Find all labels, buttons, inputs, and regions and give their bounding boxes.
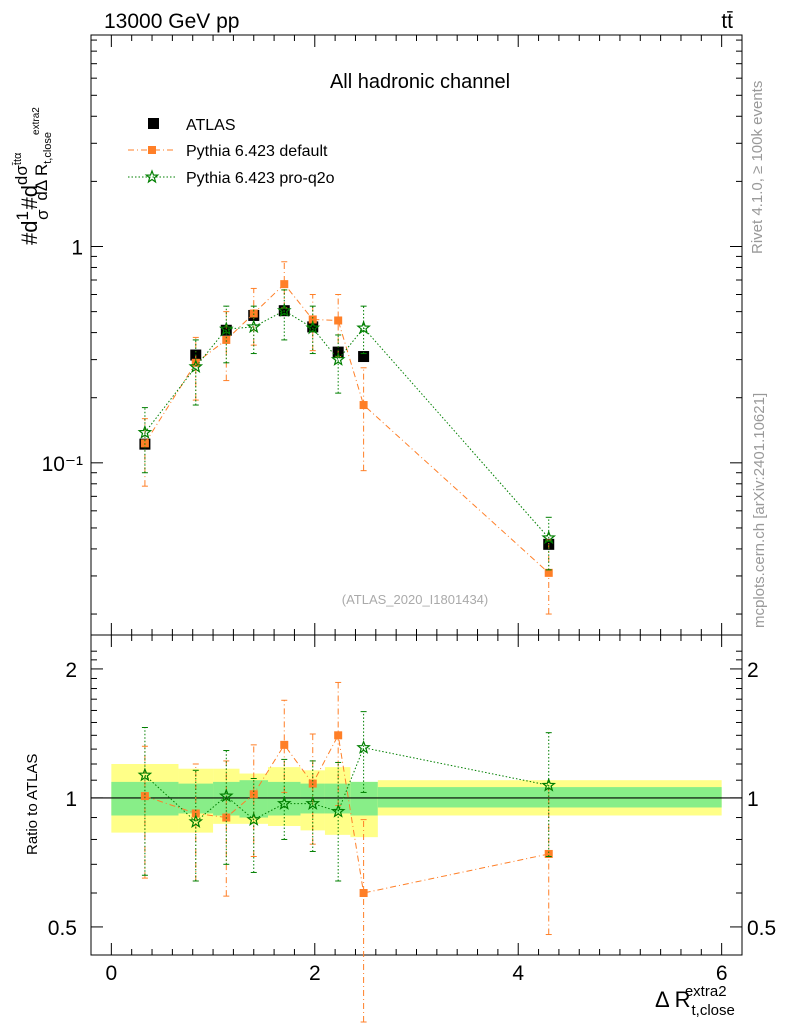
default-point — [359, 401, 368, 410]
pro-q2o-point — [305, 320, 321, 335]
default-point — [280, 280, 289, 289]
mcplots-label: mcplots.cern.ch [arXiv:2401.10621] — [751, 393, 768, 628]
ratio-default-point — [544, 849, 553, 858]
main-ytick-labels: 1 10⁻¹ — [42, 237, 83, 476]
energy-label: 13000 GeV pp — [104, 10, 239, 33]
xtick-label: 6 — [716, 962, 728, 985]
main-ytick-label: 1 — [71, 237, 83, 260]
ratio-series — [137, 681, 557, 1023]
green-band-bin — [350, 781, 378, 816]
atlas-point — [358, 351, 370, 363]
main-ylabel-text: #d1σ#ddσt̄tαdΔ Rt,closeextra2 — [12, 107, 54, 245]
pro-q2o-point — [541, 530, 557, 545]
ratio-pro-q2o-point — [541, 777, 557, 792]
pro-q2o-line — [144, 310, 550, 539]
rivet-version-label: Rivet 4.1.0, ≥ 100k events — [749, 81, 766, 254]
ratio-ytick-labels: 2 2 1 1 0.5 0.5 — [48, 659, 776, 940]
pro-q2o-point — [188, 359, 204, 373]
pro-q2o-point — [356, 320, 371, 335]
ratio-ytick-label-right: 1 — [747, 788, 759, 811]
legend-label-default: Pythia 6.423 default — [186, 143, 328, 160]
main-panel: All hadronic channel (ATLAS_2020_I180143… — [12, 34, 743, 636]
ratio-ylabel: Ratio to ATLAS — [24, 754, 41, 855]
ratio-pro-q2o-point — [188, 813, 204, 829]
pro-q2o-point — [330, 351, 346, 366]
atlas-point — [307, 321, 319, 333]
ratio-panel: 2 2 1 1 0.5 0.5 0 2 4 6 Ratio to ATLAS Δ Rt,clos… — [24, 634, 776, 1023]
ratio-ytick-label-right: 0.5 — [747, 917, 776, 940]
ratio-bands — [91, 763, 742, 838]
ratio-default-point — [359, 888, 368, 897]
legend-marker-pro-q2o — [144, 169, 160, 184]
pro-q2o-point — [246, 319, 262, 334]
ratio-pro-q2o-point — [305, 795, 321, 810]
pro-q2o-point — [276, 302, 292, 317]
main-ytick-label: 10⁻¹ — [42, 453, 83, 476]
ratio-ticks — [91, 635, 742, 955]
ratio-default-point — [334, 731, 343, 740]
ratio-ytick-label-right: 2 — [747, 659, 759, 682]
default-point — [222, 335, 231, 344]
ratio-default-point — [280, 740, 289, 749]
xlabel: Δ Rt,closeextra2 — [655, 983, 735, 1019]
ratio-pro-q2o-point — [330, 803, 346, 818]
main-ticks — [91, 35, 742, 635]
xtick-label: 4 — [512, 962, 524, 985]
legend-label-atlas: ATLAS — [186, 117, 236, 134]
xtick-labels: 0 2 4 6 — [106, 962, 728, 985]
ratio-pro-q2o-point — [246, 811, 262, 826]
default-point — [308, 315, 317, 324]
ratio-default-point — [140, 792, 149, 801]
default-point — [334, 316, 343, 325]
xlabel-text: Δ Rt,closeextra2 — [655, 983, 735, 1019]
green-band-bin — [377, 787, 722, 808]
default-point — [249, 309, 258, 318]
ratio-pro-q2o-point — [356, 740, 371, 754]
chart-title: All hadronic channel — [330, 71, 510, 93]
main-series — [137, 261, 557, 615]
ratio-pro-q2o-point — [276, 795, 292, 810]
pro-q2o-point — [218, 321, 234, 336]
main-ylabel: #d1σ#ddσt̄tαdΔ Rt,closeextra2 — [12, 107, 54, 245]
analysis-label: (ATLAS_2020_I1801434) — [342, 592, 488, 607]
process-label: tt̄ — [721, 10, 733, 33]
legend-label-pro-q2o: Pythia 6.423 pro-q2o — [186, 170, 335, 187]
default-line — [144, 283, 550, 574]
ratio-ytick-label: 2 — [65, 659, 77, 682]
legend-marker-atlas — [148, 118, 159, 129]
ratio-pro-q2o-point — [219, 788, 234, 803]
xtick-label: 2 — [309, 962, 321, 985]
ratio-ytick-label: 0.5 — [48, 917, 77, 940]
legend: ATLAS Pythia 6.423 default Pythia 6.423 … — [128, 117, 335, 187]
pro-q2o-point — [137, 424, 153, 439]
default-point — [544, 568, 553, 577]
ratio-pro-q2o-point — [137, 767, 153, 782]
legend-marker-default — [148, 146, 156, 154]
xtick-label: 0 — [106, 962, 118, 985]
ratio-ytick-label: 1 — [65, 788, 77, 811]
